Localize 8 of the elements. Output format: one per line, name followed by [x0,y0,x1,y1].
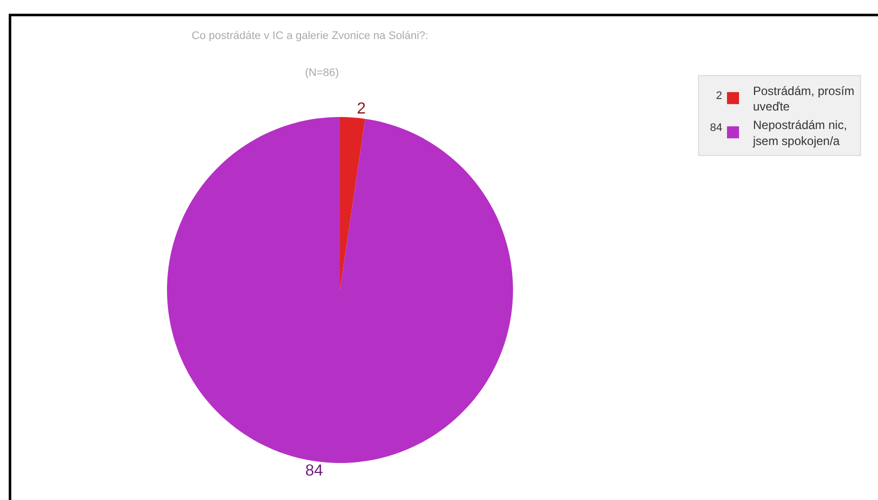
chart-subtitle: (N=86) [305,67,339,79]
data-label: 84 [305,462,324,480]
chart-title: Co postrádáte v IC a galerie Zvonice na Soláni?: [192,30,428,42]
legend-label: Postrádám, prosím uveďte [753,84,854,114]
data-label: 2 [356,100,366,118]
text: 84 [710,122,722,134]
legend-label: Nepostrádám nic, jsem spokojen/a [752,118,848,148]
text: 2 [716,90,722,102]
